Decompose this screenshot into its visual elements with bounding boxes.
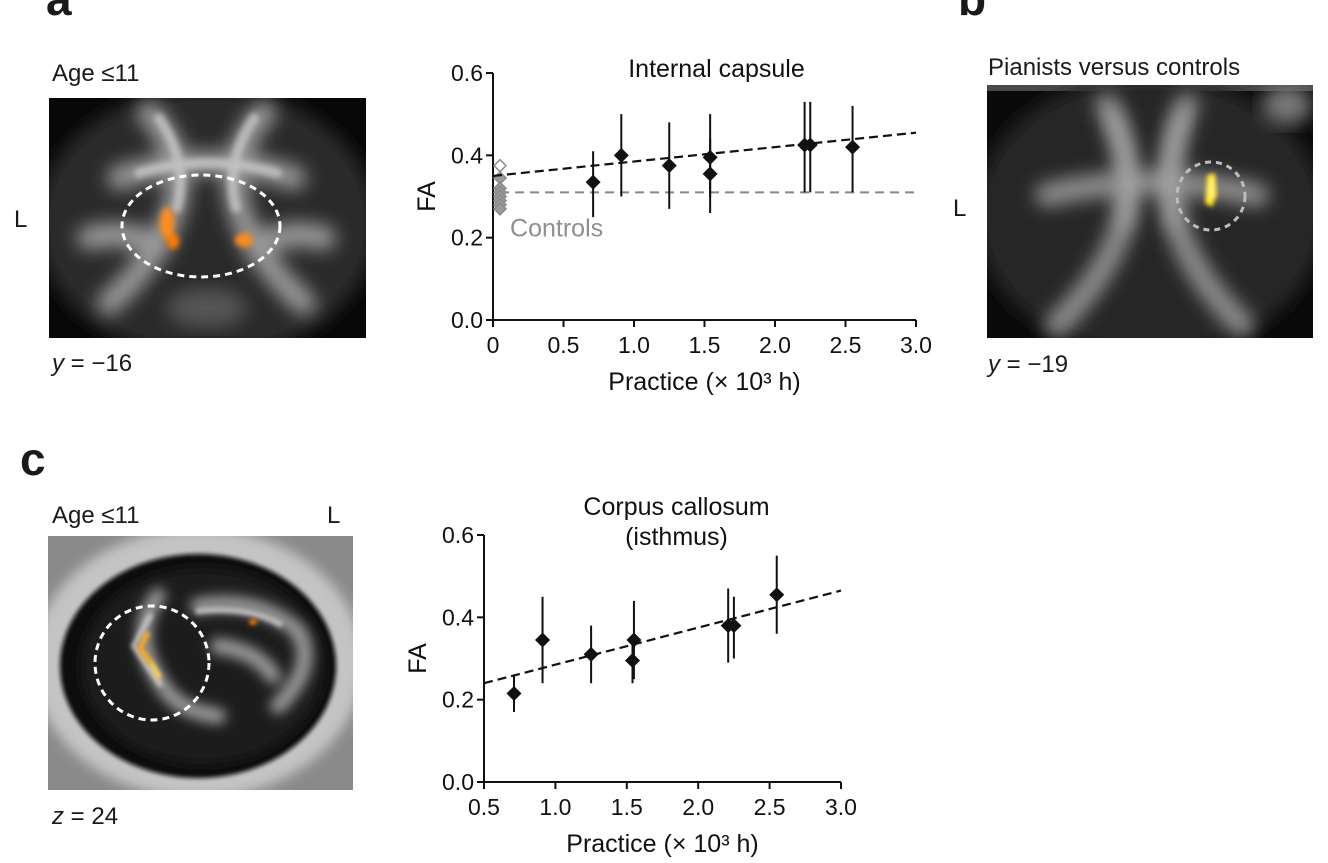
controls-point <box>492 201 508 216</box>
panel-a-image-label: Age ≤11 <box>52 60 140 87</box>
data-point-c <box>625 653 641 669</box>
panel-c-side-label: L <box>327 502 341 529</box>
fit-line-c <box>483 589 842 685</box>
y-tick-label-a: 0.2 <box>451 225 483 251</box>
y-tick-label-a: 0.6 <box>451 60 483 86</box>
y-axis-title-a: FA <box>413 181 441 212</box>
brain-image-coronal-a <box>49 98 366 338</box>
x-tick-label-a: 0.5 <box>548 332 580 358</box>
data-point-a <box>702 149 718 165</box>
data-point-a <box>661 158 677 174</box>
y-tick-label-a: 0.4 <box>451 142 483 168</box>
x-axis-title-c: Practice (× 10³ h) <box>566 830 758 858</box>
x-tick-label-a: 3.0 <box>900 332 932 358</box>
x-tick-label-c: 2.0 <box>682 794 714 820</box>
fit-line-a <box>492 131 917 178</box>
data-point-c <box>535 632 551 648</box>
x-tick-label-a: 1.0 <box>618 332 650 358</box>
data-point-c <box>583 646 599 662</box>
panel-c-image-label: Age ≤11 <box>52 502 140 529</box>
panel-b-image-label: Pianists versus controls <box>988 54 1241 81</box>
x-axis-title-a: Practice (× 10³ h) <box>608 368 800 396</box>
x-tick-label-c: 2.5 <box>754 794 786 820</box>
x-tick-label-a: 2.0 <box>759 332 791 358</box>
data-point-a <box>845 139 861 155</box>
x-tick-label-c: 0.5 <box>468 794 500 820</box>
panel-b-coordinate: y = −19 <box>988 351 1069 378</box>
x-tick-label-a: 2.5 <box>830 332 862 358</box>
data-point-c <box>769 587 785 603</box>
y-tick-label-c: 0.6 <box>442 522 474 548</box>
data-point-c <box>726 618 742 634</box>
x-tick-label-a: 1.5 <box>689 332 721 358</box>
data-point-a <box>613 147 629 163</box>
x-tick-label-c: 3.0 <box>825 794 857 820</box>
panel-b-side-label: L <box>953 195 967 222</box>
chart-subtitle-c: (isthmus) <box>625 523 728 551</box>
controls-label: Controls <box>510 214 603 242</box>
data-point-a <box>585 174 601 190</box>
y-tick-label-c: 0.0 <box>442 769 474 795</box>
panel-a-coordinate: y = −16 <box>52 350 133 377</box>
x-tick-label-a: 0 <box>487 332 500 358</box>
chart-title-a: Internal capsule <box>628 55 805 83</box>
panel-letter-c: c <box>20 433 46 485</box>
y-axis-title-c: FA <box>404 643 432 674</box>
brain-image-coronal-b <box>987 85 1313 338</box>
panel-a-side-label: L <box>14 206 28 233</box>
x-tick-label-c: 1.0 <box>539 794 571 820</box>
panel-c-coordinate: z = 24 <box>52 803 119 830</box>
brain-image-axial-c <box>48 536 353 790</box>
y-tick-label-c: 0.2 <box>442 687 474 713</box>
data-point-c <box>626 632 642 648</box>
panel-letter-a: a <box>46 0 72 22</box>
data-point-a <box>702 166 718 182</box>
data-point-c <box>506 685 522 701</box>
x-tick-label-c: 1.5 <box>611 794 643 820</box>
y-tick-label-a: 0.0 <box>451 307 483 333</box>
chart-title-c: Corpus callosum <box>583 493 769 521</box>
panel-letter-b: b <box>958 0 986 22</box>
data-point-a <box>802 137 818 153</box>
y-tick-label-c: 0.4 <box>442 604 474 630</box>
